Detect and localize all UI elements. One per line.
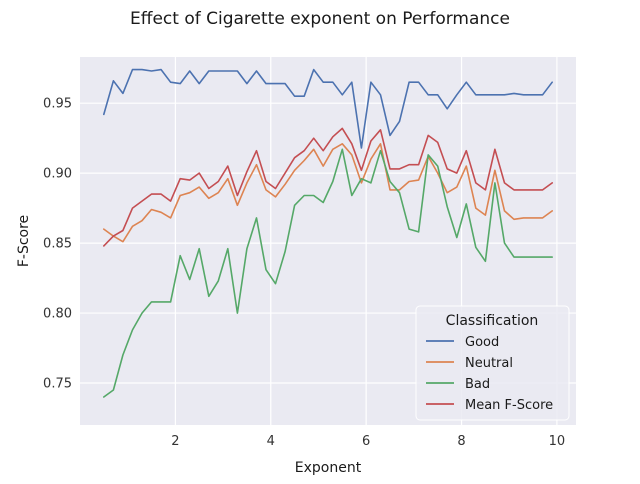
x-tick-label: 10 bbox=[549, 434, 566, 449]
y-tick-label: 0.90 bbox=[43, 167, 72, 182]
series-line-good bbox=[103, 68, 554, 149]
x-tick-label: 6 bbox=[362, 434, 370, 449]
y-tick-label: 0.75 bbox=[43, 377, 72, 392]
ticks-layer: 2 4 6 8 10 0.75 0.80 0.85 0.90 0.95 bbox=[43, 97, 565, 449]
y-tick-label: 0.85 bbox=[43, 237, 72, 252]
legend-title: Classification bbox=[446, 313, 539, 329]
legend-entry-label: Good bbox=[465, 335, 499, 350]
legend: Classification Good Neutral Bad Mean F-Scor… bbox=[415, 305, 570, 421]
x-tick-label: 2 bbox=[171, 434, 179, 449]
y-axis-label: F-Score bbox=[16, 215, 32, 267]
y-tick-label: 0.80 bbox=[43, 307, 72, 322]
legend-entries: Good Neutral Bad Mean F-Score bbox=[426, 335, 553, 413]
chart-title: Effect of Cigarette exponent on Performa… bbox=[130, 9, 510, 29]
series-layer bbox=[103, 68, 554, 398]
legend-entry-label: Bad bbox=[465, 377, 490, 392]
legend-box bbox=[415, 305, 570, 421]
legend-entry-label: Mean F-Score bbox=[465, 398, 553, 413]
x-tick-label: 4 bbox=[267, 434, 275, 449]
series-line-mean-f-score bbox=[103, 127, 554, 247]
series-line-bad bbox=[103, 148, 554, 398]
y-tick-label: 0.95 bbox=[43, 97, 72, 112]
x-tick-label: 8 bbox=[457, 434, 465, 449]
x-axis-label: Exponent bbox=[295, 460, 362, 476]
legend-entry-label: Neutral bbox=[465, 356, 513, 371]
series-line-neutral bbox=[103, 143, 554, 243]
